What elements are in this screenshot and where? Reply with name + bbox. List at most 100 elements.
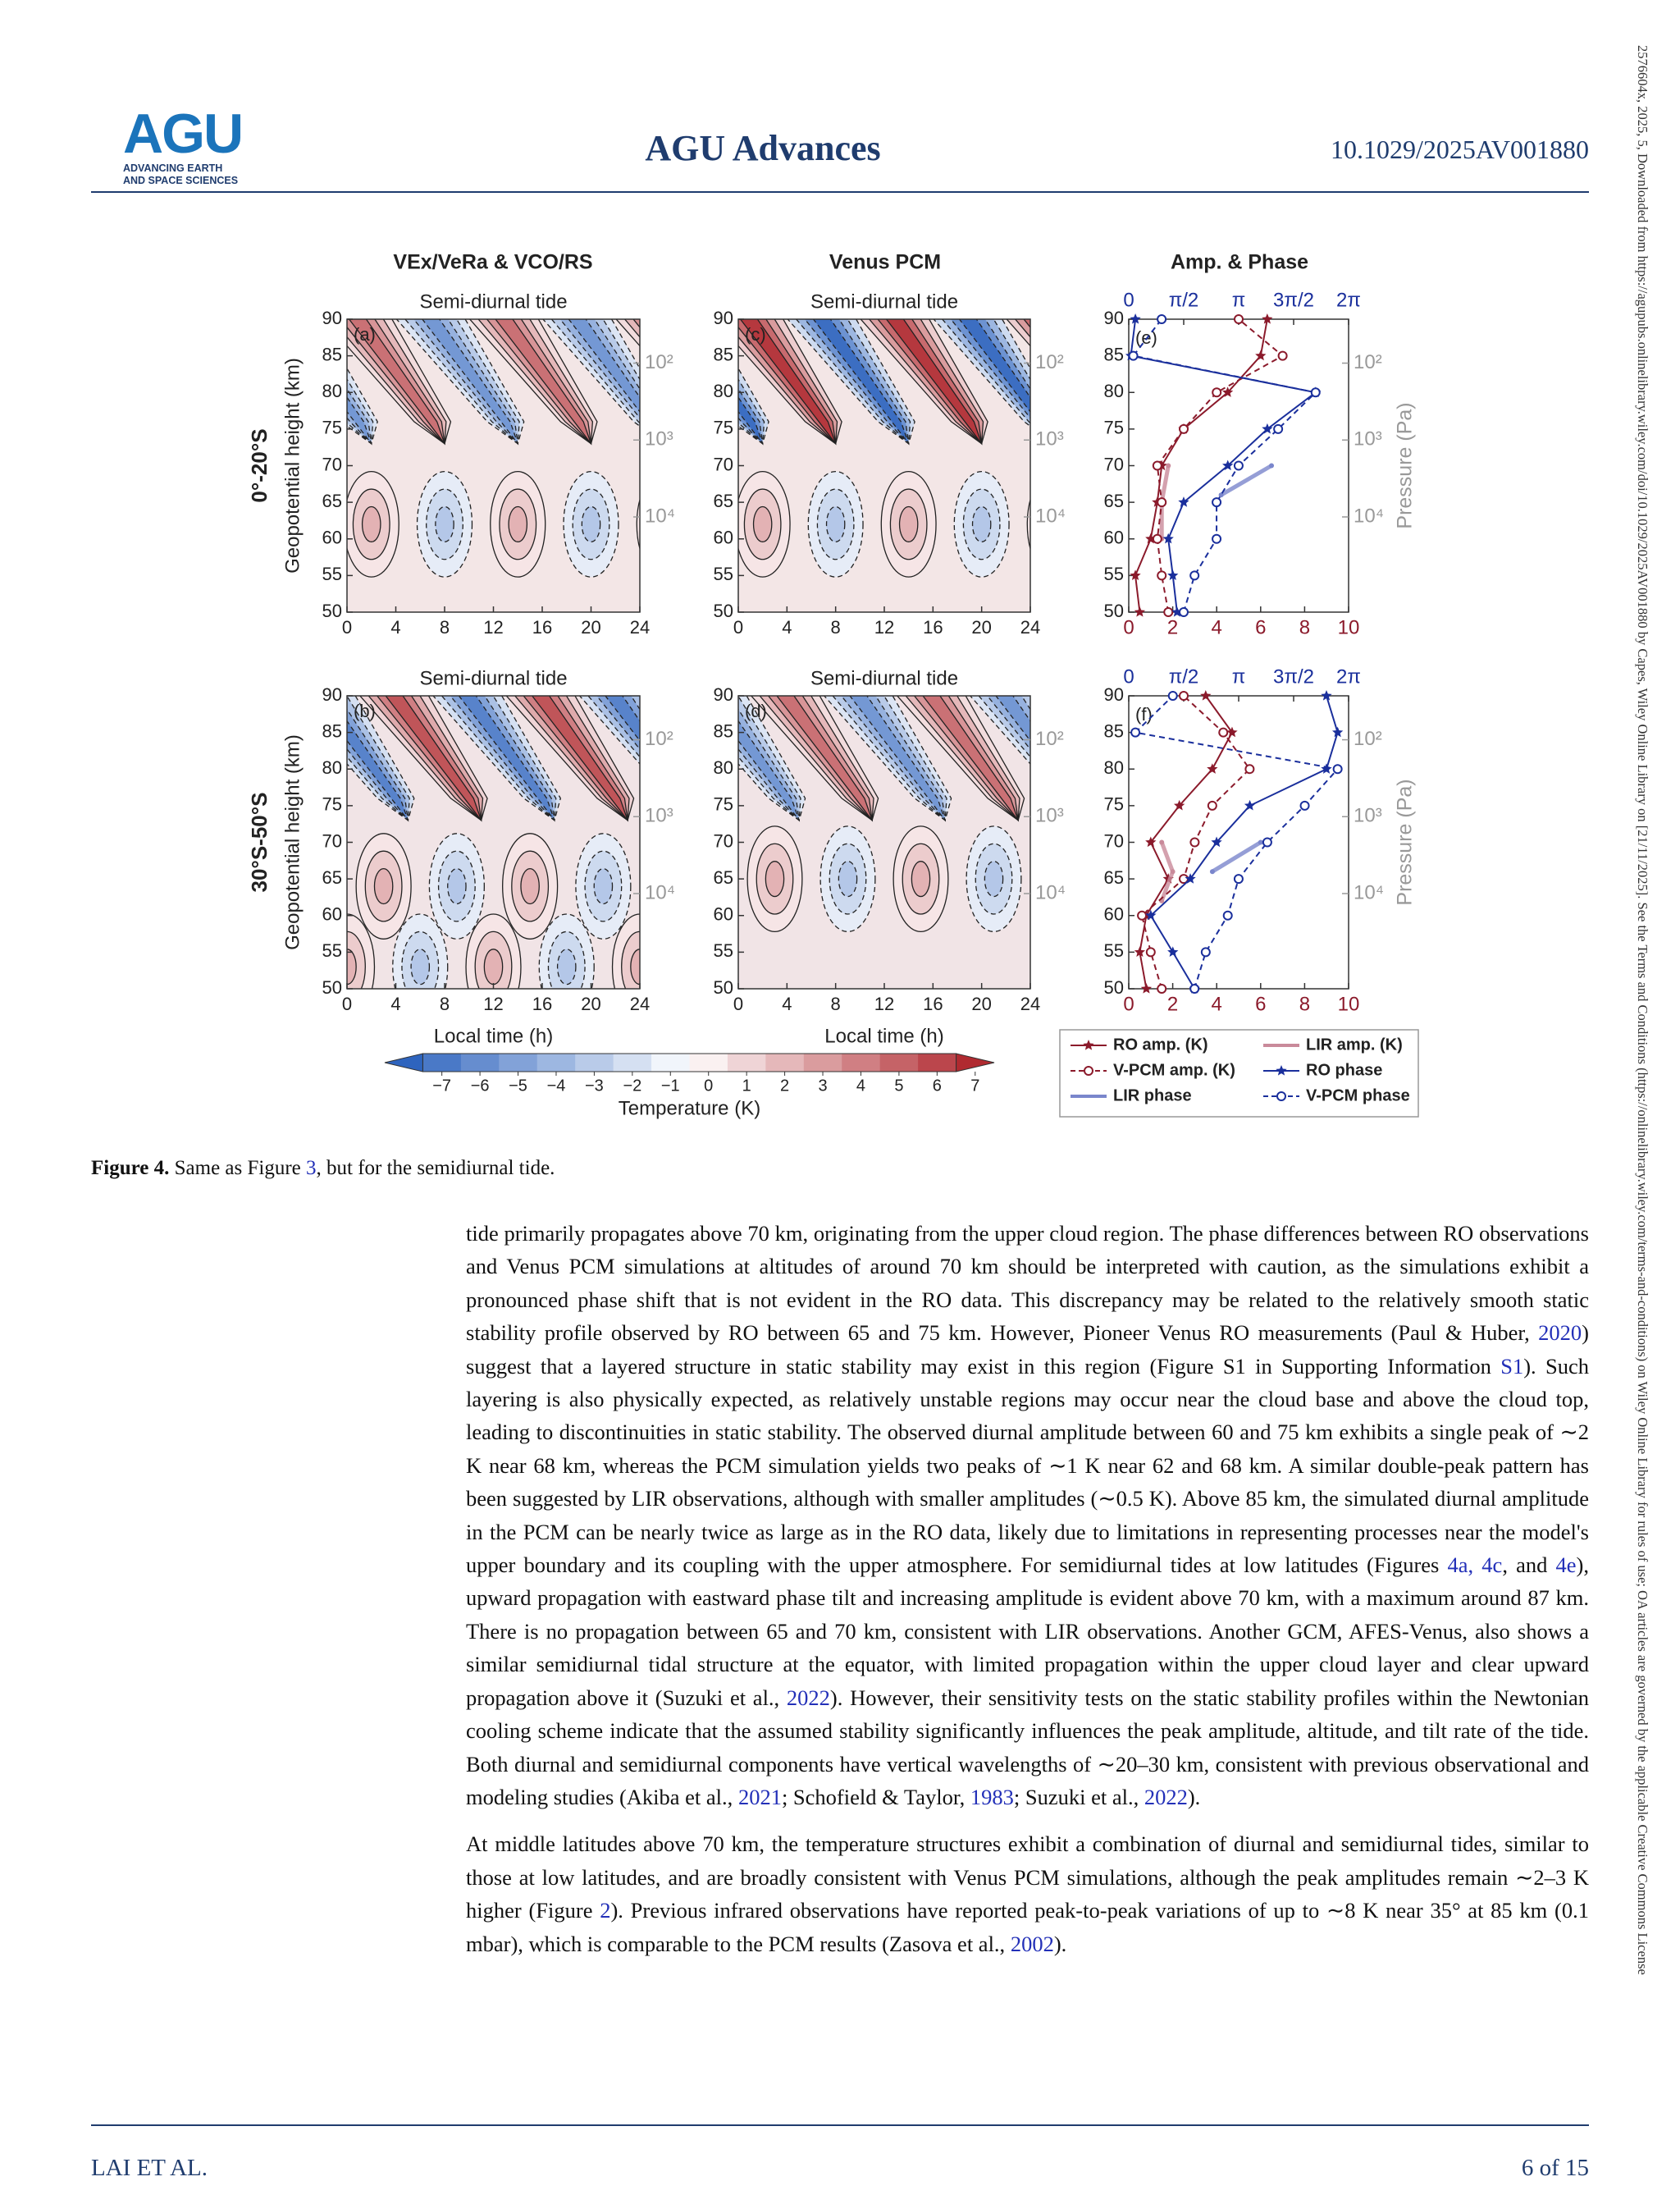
marker <box>1211 836 1222 848</box>
y-tick-label: 55 <box>1104 564 1124 584</box>
colorbar-tick-label: 7 <box>970 1077 979 1095</box>
x-axis-label: Local time (h) <box>824 1025 943 1047</box>
phase-tick-label: 2π <box>1336 665 1361 688</box>
pressure-tick-label: 10² <box>645 728 673 750</box>
contour <box>1026 498 1030 551</box>
link[interactable]: 1983 <box>970 1784 1014 1809</box>
text-run: , but for the semidiurnal tide. <box>316 1157 555 1179</box>
marker <box>1162 533 1174 544</box>
contour <box>568 319 640 413</box>
colorbar-tick-label: −2 <box>623 1077 641 1095</box>
pressure-tick-label: 10³ <box>1035 428 1064 450</box>
x-tick-label: 20 <box>971 617 991 638</box>
link[interactable]: 2021 <box>737 1784 782 1809</box>
marker <box>1179 423 1189 434</box>
contour <box>0 681 121 821</box>
marker <box>1185 873 1196 884</box>
y-axis-label: Geopotential height (km) <box>281 358 304 574</box>
marker <box>1262 837 1272 848</box>
y-tick-label: 50 <box>1104 977 1124 998</box>
pressure-tick-label: 10² <box>1354 728 1382 750</box>
y-tick-label: 50 <box>322 601 342 621</box>
contour <box>581 505 601 542</box>
contour <box>556 949 577 985</box>
y-tick-label: 55 <box>714 940 733 961</box>
phase-tick-label: π/2 <box>1169 289 1199 311</box>
y-tick-label: 60 <box>1104 904 1124 925</box>
legend-marker <box>1083 1040 1094 1050</box>
marker <box>1277 350 1288 361</box>
x-tick-label: 10 <box>1338 993 1360 1015</box>
link[interactable]: S1 <box>1500 1353 1524 1379</box>
contour <box>922 696 1019 821</box>
x-tick-label: 20 <box>971 994 991 1014</box>
link[interactable]: 2020 <box>1538 1320 1582 1346</box>
legend-marker <box>1276 1091 1286 1101</box>
pressure-axis-label: Pressure (Pa) <box>1394 779 1417 905</box>
colorbar-segment <box>499 1054 538 1072</box>
x-tick-label: 0 <box>733 994 743 1014</box>
marker <box>1157 497 1167 508</box>
y-tick-label: 65 <box>322 867 342 888</box>
x-axis-label: Local time (h) <box>434 1025 553 1047</box>
link[interactable]: 3 <box>306 1157 317 1179</box>
panel-subtitle: Semi-diurnal tide <box>419 667 567 689</box>
panel-label: (c) <box>745 324 766 345</box>
y-tick-label: 60 <box>714 904 733 925</box>
contour <box>54 681 194 821</box>
marker <box>1134 606 1146 617</box>
pressure-tick-label: 10⁴ <box>645 505 675 527</box>
marker <box>1189 837 1200 848</box>
link[interactable]: 4a, 4c <box>1447 1552 1503 1578</box>
legend-label: RO phase <box>1306 1061 1382 1079</box>
marker <box>1258 839 1263 845</box>
contour <box>447 867 467 905</box>
marker <box>1179 691 1189 701</box>
link[interactable]: 2022 <box>786 1685 830 1710</box>
marker <box>1262 313 1273 324</box>
colorbar-segment <box>613 1054 652 1072</box>
colorbar-segment <box>727 1054 766 1072</box>
contour <box>146 681 262 821</box>
link[interactable]: 4e <box>1555 1552 1577 1578</box>
x-tick-label: 10 <box>1338 616 1360 638</box>
contour <box>81 681 188 821</box>
marker <box>1137 910 1148 921</box>
link[interactable]: 2002 <box>1010 1931 1054 1956</box>
x-tick-label: 2 <box>1167 993 1178 1015</box>
marker <box>1212 387 1222 398</box>
marker <box>1234 314 1244 324</box>
marker <box>1166 463 1171 469</box>
y-tick-label: 70 <box>714 830 733 851</box>
contour <box>804 319 910 446</box>
logo: AGU ADVANCING EARTH AND SPACE SCIENCES <box>123 105 254 187</box>
contour <box>91 304 231 444</box>
contour <box>838 861 858 898</box>
phase-tick-label: 0 <box>1123 289 1134 311</box>
link[interactable]: 2 <box>600 1898 611 1923</box>
contour <box>109 304 225 444</box>
text-run: ). Previous infrared observations have r… <box>466 1898 1589 1956</box>
link[interactable]: 2022 <box>1144 1784 1188 1809</box>
x-tick-label: 24 <box>1020 617 1040 638</box>
y-tick-label: 60 <box>1104 528 1124 548</box>
marker <box>1244 799 1256 811</box>
contour <box>483 949 504 985</box>
x-tick-label: 20 <box>581 617 600 638</box>
y-tick-label: 80 <box>1104 757 1124 778</box>
contour <box>971 505 992 542</box>
colorbar-tick-label: 0 <box>704 1077 713 1095</box>
colorbar-tick-label: 1 <box>742 1077 751 1095</box>
marker <box>1200 690 1212 701</box>
legend-label: LIR amp. (K) <box>1306 1036 1403 1054</box>
contour <box>385 696 482 821</box>
legend-label: RO amp. (K) <box>1113 1036 1208 1054</box>
y-tick-label: 85 <box>714 344 733 364</box>
column-title: VEx/VeRa & VCO/RS <box>393 251 592 274</box>
legend-marker <box>1084 1066 1093 1076</box>
contour <box>347 396 372 445</box>
contour <box>885 319 983 445</box>
pressure-tick-label: 10² <box>645 351 673 373</box>
y-tick-label: 70 <box>322 830 342 851</box>
